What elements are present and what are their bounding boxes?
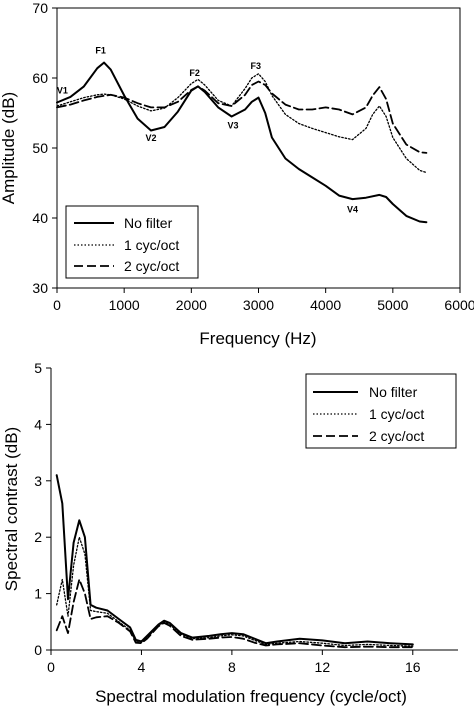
amplitude-x-axis-label: Frequency (Hz) [199, 329, 316, 348]
x-tick-label: 8 [228, 659, 236, 675]
annotation-f3: F3 [251, 61, 262, 71]
y-tick-label: 40 [32, 210, 48, 226]
x-tick-label: 0 [47, 659, 55, 675]
y-tick-label: 30 [32, 280, 48, 296]
x-tick-label: 2000 [176, 297, 207, 313]
x-tick-label: 5000 [377, 297, 408, 313]
x-tick-label: 6000 [444, 297, 474, 313]
amplitude-y-ticks: 30 40 50 60 70 [32, 0, 57, 296]
y-tick-label: 4 [34, 416, 42, 432]
y-tick-label: 5 [34, 360, 42, 376]
series-line-2-cyc-oct-chart2 [55, 578, 414, 649]
legend-label-1-cyc-oct: 1 cyc/oct [124, 237, 179, 253]
legend2-label-1-cyc-oct: 1 cyc/oct [369, 406, 424, 422]
x-tick-label: 0 [53, 297, 61, 313]
annotation-v1: V1 [57, 85, 68, 95]
series-line-2-cyc-oct-chart1 [56, 80, 428, 154]
amplitude-gridless-plot [56, 61, 428, 224]
annotation-f1: F1 [95, 46, 106, 56]
legend2-label-2-cyc-oct: 2 cyc/oct [369, 428, 424, 444]
amplitude-chart: 0 1000 2000 3000 4000 5000 6000 30 40 50 60 70 Fre… [0, 0, 474, 348]
legend-label-no-filter: No filter [124, 215, 173, 231]
amplitude-y-axis-label: Amplitude (dB) [0, 92, 18, 204]
annotation-f2: F2 [189, 68, 200, 78]
y-tick-label: 0 [34, 642, 42, 658]
amplitude-annotations: F1 F2 F3 V1 V2 V3 V4 [57, 46, 358, 215]
x-tick-label: 16 [405, 659, 421, 675]
y-tick-label: 50 [32, 140, 48, 156]
series-line-no-filter-chart2 [55, 474, 414, 646]
contrast-plot [55, 474, 414, 649]
contrast-legend: No filter 1 cyc/oct 2 cyc/oct [305, 373, 457, 449]
x-tick-label: 3000 [243, 297, 274, 313]
y-tick-label: 70 [32, 0, 48, 16]
y-tick-label: 2 [34, 529, 42, 545]
annotation-v2: V2 [146, 133, 157, 143]
annotation-v3: V3 [227, 120, 238, 130]
y-tick-label: 1 [34, 586, 42, 602]
legend2-label-no-filter: No filter [369, 384, 418, 400]
contrast-legend-box [305, 373, 457, 449]
x-tick-label: 12 [315, 659, 331, 675]
contrast-x-ticks: 0 4 8 12 16 [47, 650, 421, 675]
x-tick-label: 4000 [310, 297, 341, 313]
y-tick-label: 3 [34, 473, 42, 489]
x-tick-label: 4 [138, 659, 146, 675]
y-tick-label: 60 [32, 70, 48, 86]
x-tick-label: 1000 [109, 297, 140, 313]
contrast-y-axis-label: Spectral contrast (dB) [2, 427, 21, 591]
annotation-v4: V4 [347, 204, 358, 214]
series-line-1-cyc-oct-chart2 [56, 536, 414, 647]
series-line-no-filter-chart1 [56, 61, 428, 224]
amplitude-legend: No filter 1 cyc/oct 2 cyc/oct [65, 205, 199, 279]
legend-label-2-cyc-oct: 2 cyc/oct [124, 258, 179, 274]
series-line-1-cyc-oct-chart1 [56, 73, 428, 174]
amplitude-x-ticks: 0 1000 2000 3000 4000 5000 6000 [53, 288, 474, 313]
contrast-y-ticks: 0 1 2 3 4 5 [34, 360, 51, 658]
contrast-x-axis-label: Spectral modulation frequency (cycle/oct… [95, 687, 407, 706]
